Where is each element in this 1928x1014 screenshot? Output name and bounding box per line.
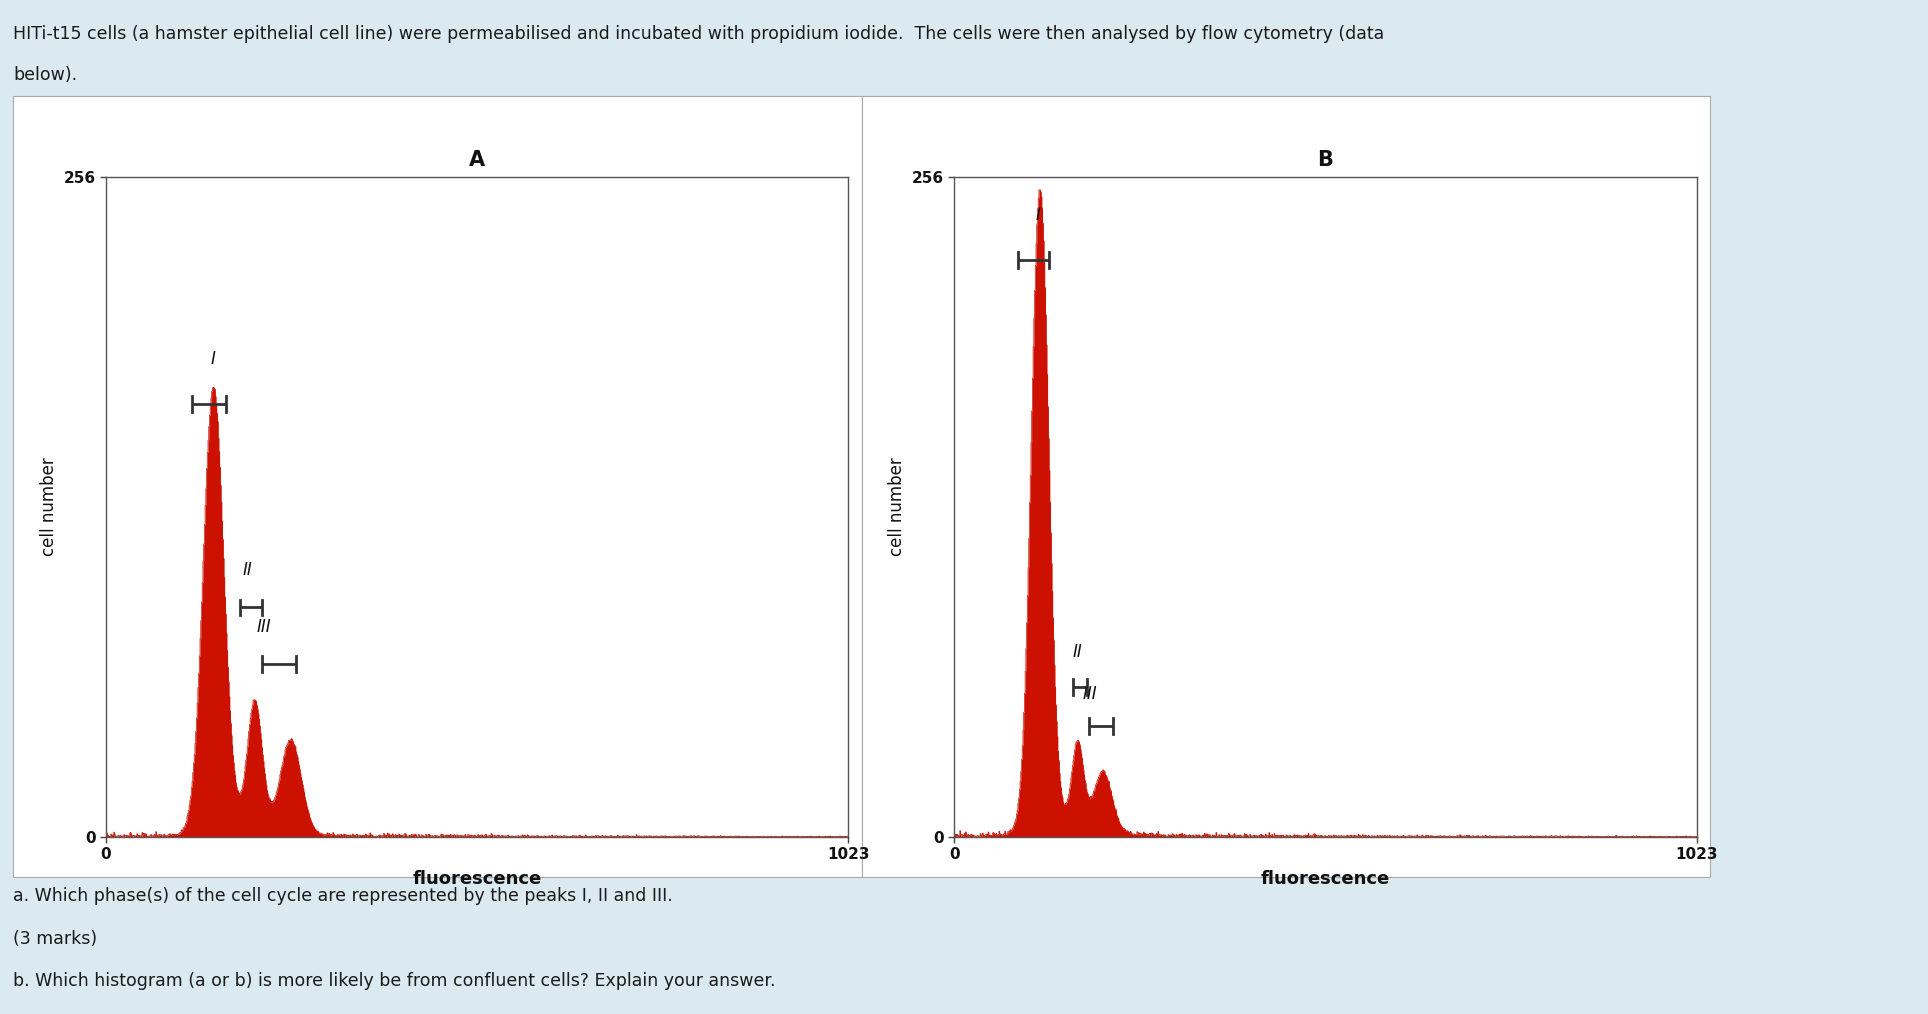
- Text: a. Which phase(s) of the cell cycle are represented by the peaks I, II and III.: a. Which phase(s) of the cell cycle are …: [13, 887, 673, 906]
- Title: A: A: [469, 150, 486, 170]
- Title: B: B: [1317, 150, 1334, 170]
- Text: b. Which histogram (a or b) is more likely be from confluent cells? Explain your: b. Which histogram (a or b) is more like…: [13, 972, 775, 991]
- Y-axis label: cell number: cell number: [40, 457, 58, 557]
- Text: HITi-t15 cells (a hamster epithelial cell line) were permeabilised and incubated: HITi-t15 cells (a hamster epithelial cel…: [13, 25, 1384, 44]
- X-axis label: fluorescence: fluorescence: [413, 870, 542, 888]
- X-axis label: fluorescence: fluorescence: [1261, 870, 1390, 888]
- Text: III: III: [256, 618, 272, 636]
- Text: II: II: [243, 561, 253, 579]
- Text: III: III: [1084, 684, 1097, 703]
- Text: I: I: [1035, 206, 1041, 224]
- Text: below).: below).: [13, 66, 77, 84]
- Text: II: II: [1072, 644, 1084, 661]
- Text: I: I: [210, 350, 216, 368]
- Y-axis label: cell number: cell number: [889, 457, 906, 557]
- Text: (3 marks): (3 marks): [13, 930, 98, 948]
